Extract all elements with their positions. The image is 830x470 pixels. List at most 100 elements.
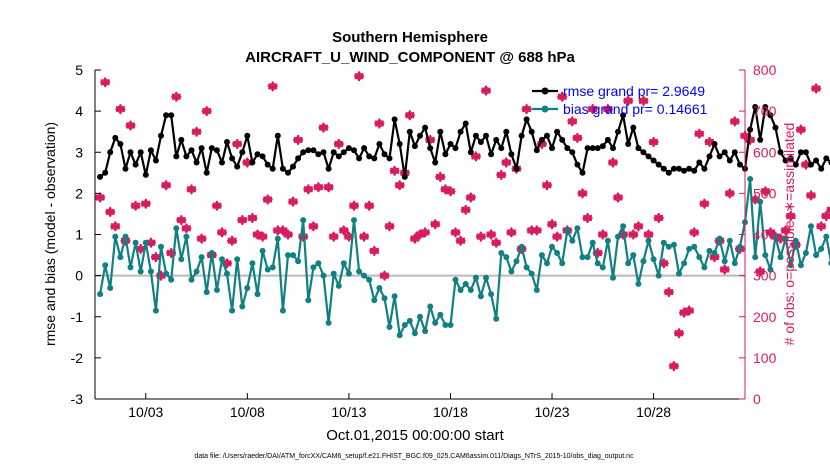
rmse-point [721, 149, 728, 156]
bias-point [528, 270, 535, 277]
bias-point [823, 233, 830, 240]
bias-point [452, 276, 459, 283]
rmse-point [483, 132, 489, 139]
obs-assimilated-marker [389, 165, 400, 176]
bias-point [493, 315, 500, 322]
bias-point [808, 223, 814, 230]
bias-line [99, 177, 830, 337]
rmse-point [604, 136, 611, 143]
bias-point [472, 274, 479, 281]
rmse-point [625, 141, 632, 147]
obs-assimilated-marker [602, 104, 613, 115]
obs-assimilated-marker [232, 138, 243, 150]
obs-assimilated-marker [816, 221, 827, 232]
obs-assimilated-marker [364, 200, 375, 211]
rmse-point [147, 147, 154, 154]
bias-point [213, 287, 220, 293]
bias-point [142, 239, 149, 246]
bias-point [762, 252, 769, 259]
bias-point [736, 243, 743, 250]
obs-assimilated-marker [648, 136, 659, 148]
rmse-point [97, 173, 104, 180]
rmse-point [158, 132, 164, 139]
obs-assimilated-marker [414, 229, 426, 240]
bias-point [229, 307, 236, 314]
obs-assimilated-marker [821, 210, 830, 222]
rmse-point [427, 145, 434, 152]
rmse-point [122, 165, 129, 172]
bias-point [772, 233, 779, 240]
rmse-point [340, 149, 347, 156]
obs-assimilated-marker [267, 81, 278, 92]
obs-assimilated-marker [348, 200, 360, 211]
rmse-point [254, 151, 261, 158]
obs-assimilated-marker [287, 196, 299, 207]
rmse-point [411, 143, 418, 150]
bias-point [513, 258, 520, 265]
obs-assimilated-marker [567, 116, 578, 127]
bias-point [274, 235, 281, 242]
obs-assimilated-marker [506, 227, 517, 238]
bias-point [650, 256, 657, 263]
obs-assimilated-marker [536, 138, 547, 150]
obs-assimilated-marker [323, 182, 334, 193]
x-tick-label: 10/18 [433, 404, 468, 420]
obs-assimilated-marker [521, 104, 532, 115]
bias-point [498, 250, 505, 256]
rmse-point [102, 169, 109, 176]
y-tick-label: 4 [75, 103, 83, 119]
bias-point [366, 276, 373, 283]
rmse-point [178, 136, 185, 143]
obs-assimilated-marker [775, 233, 786, 244]
obs-assimilated-marker [750, 194, 761, 205]
bias-point [168, 276, 175, 283]
obs-assimilated-marker [455, 235, 466, 246]
bias-point [254, 291, 261, 298]
obs-assimilated-marker [435, 171, 446, 182]
rmse-point [452, 145, 459, 152]
rmse-point [259, 153, 266, 160]
bias-point [752, 254, 759, 261]
obs-assimilated-marker [430, 219, 441, 230]
rmse-point [224, 139, 230, 145]
rmse-point [462, 120, 469, 127]
rmse-point [422, 124, 429, 131]
rmse-point [686, 165, 693, 172]
bias-point [696, 254, 703, 261]
obs-assimilated-marker [166, 247, 177, 259]
rmse-point [569, 149, 576, 156]
rmse-point [183, 153, 190, 160]
rmse-point [589, 145, 596, 152]
y2-tick-label: 100 [753, 350, 777, 366]
bias-point [782, 235, 789, 242]
rmse-point [757, 136, 764, 143]
obs-assimilated-marker [354, 71, 365, 82]
y-tick-label: -1 [71, 309, 84, 325]
bias-point [615, 233, 621, 240]
rmse-point [488, 151, 495, 158]
rmse-point [620, 112, 627, 119]
bias-point [594, 260, 601, 267]
rmse-point [285, 169, 291, 176]
obs-assimilated-marker [140, 198, 151, 209]
obs-assimilated-marker [110, 221, 121, 232]
bias-point [777, 254, 784, 261]
rmse-point [615, 128, 621, 135]
bias-point [787, 262, 794, 269]
bias-point [731, 260, 738, 267]
y-tick-label: -2 [71, 350, 84, 366]
bias-point [630, 252, 637, 259]
rmse-point [472, 132, 479, 139]
y2-tick-label: 200 [753, 309, 777, 325]
bias-point [574, 225, 581, 232]
obs-assimilated-marker [186, 184, 197, 195]
obs-assimilated-marker [155, 270, 167, 281]
rmse-point [345, 145, 352, 152]
bias-point [488, 291, 495, 298]
bias-point [706, 247, 713, 254]
obs-assimilated-marker [760, 186, 771, 197]
obs-assimilated-marker [176, 215, 187, 226]
bias-point [681, 260, 688, 267]
rmse-point [630, 124, 637, 131]
